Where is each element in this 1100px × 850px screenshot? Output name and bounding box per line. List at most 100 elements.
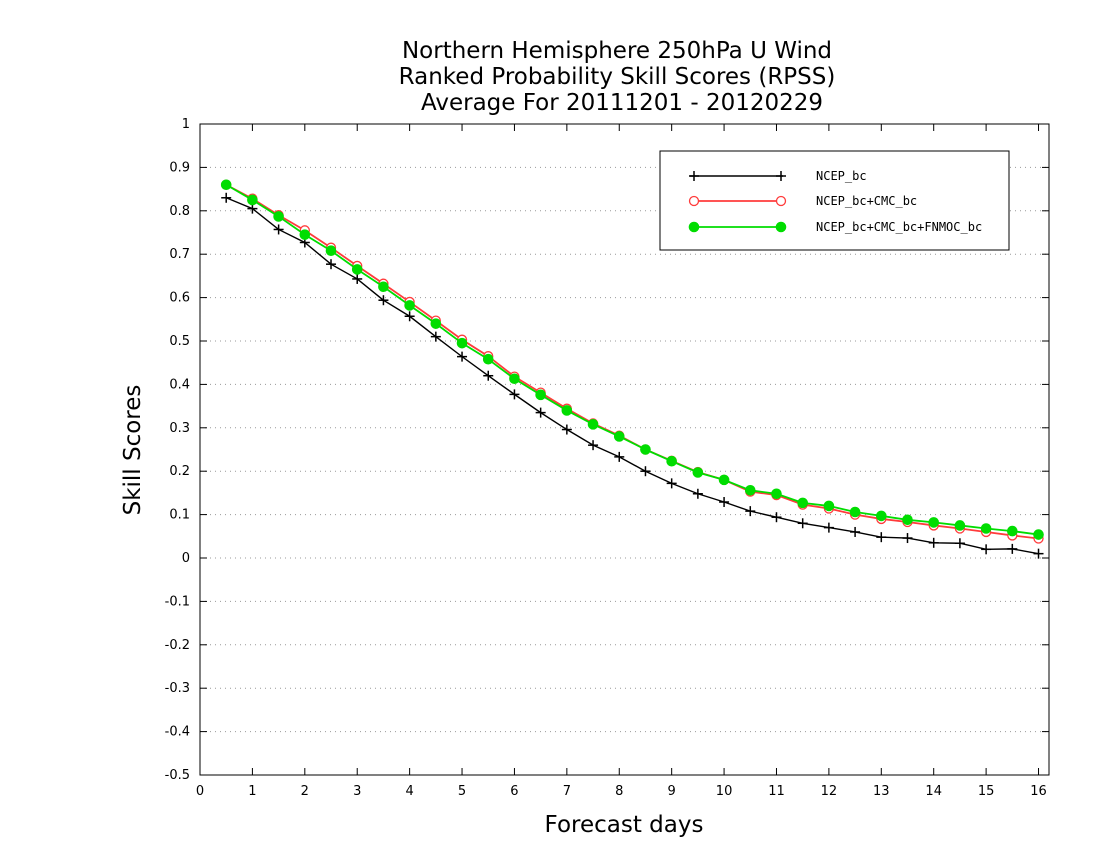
y-tick-label: 0.9 [169,160,190,175]
y-tick-label: 1 [182,117,190,132]
data-point [404,311,415,322]
data-point [797,497,808,509]
y-tick-label: 0.6 [169,291,190,306]
data-point [457,351,468,362]
y-tick-label: -0.3 [165,681,190,696]
data-point [561,405,573,416]
data-point [1007,543,1018,554]
x-tick-label: 12 [821,784,838,799]
data-point [692,488,703,499]
x-tick-label: 7 [563,784,571,799]
x-tick-label: 4 [405,784,413,799]
series-0 [221,192,1044,559]
y-tick-label: 0.5 [169,334,190,349]
data-point [692,467,704,478]
plot-frame [199,123,1050,776]
x-tick-label: 16 [1030,784,1047,799]
data-point [823,500,835,512]
x-tick-label: 13 [873,784,890,799]
data-point [561,424,572,435]
legend-marker-right-0 [776,171,786,181]
data-point [666,455,677,467]
data-point [247,194,258,206]
data-point [1033,548,1044,559]
data-point [980,523,992,534]
x-tick-label: 9 [668,784,676,799]
x-tick-label: 15 [978,784,995,799]
legend-label-2: NCEP_bc+CMC_bc+FNMOC_bc [816,220,982,234]
data-point [404,300,415,311]
data-point [482,353,494,365]
x-tick-label: 14 [925,784,942,799]
data-point [771,488,782,500]
data-point [823,522,834,533]
data-point [352,273,363,284]
series-2 [220,179,1044,540]
data-point [483,370,494,381]
y-tick-label: -0.4 [165,725,190,740]
data-point [430,318,442,329]
data-point [928,537,939,548]
data-point [640,444,651,455]
data-point [221,192,232,203]
y-tick-label: 0.8 [169,204,190,219]
data-point [954,520,966,531]
data-point [378,281,389,293]
data-point [744,484,756,496]
data-point [326,259,337,270]
legend-label-1: NCEP_bc+CMC_bc [816,194,917,208]
data-point [613,431,625,442]
data-point [849,506,861,518]
x-tick-label: 3 [353,784,361,799]
y-tick-label: -0.1 [165,594,190,609]
data-point [902,514,913,526]
chart-title: Northern Hemisphere 250hPa U Wind Ranked… [399,38,836,116]
data-point [771,512,782,523]
axis-ticks: -0.5 -0.4 -0.3 -0.2 -0.1 0 0.1 0.2 0.3 0.4 0.5 0.6 0… [165,117,1049,799]
data-point [273,211,284,222]
data-point [588,440,599,451]
data-point [797,518,808,529]
data-point [587,419,599,430]
y-tick-label: -0.2 [165,638,190,653]
legend: NCEP_bc NCEP_bc+CMC_bc NCEP_bc+CMC_bc+FNMO… [659,150,1010,251]
data-point [535,407,546,418]
data-point [325,245,337,257]
data-point [666,478,677,489]
data-point [509,389,520,400]
x-tick-label: 11 [768,784,785,799]
x-tick-label: 10 [716,784,733,799]
legend-marker-left-2 [688,221,700,233]
data-point [535,389,546,401]
data-point [299,229,311,240]
y-tick-label: 0 [182,551,190,566]
data-point [430,331,441,342]
x-tick-label: 1 [248,784,256,799]
y-tick-label: -0.5 [165,768,190,783]
data-point [614,451,625,462]
data-point [954,538,965,549]
legend-marker-left-1 [688,195,700,207]
title-line-2: Ranked Probability Skill Scores (RPSS) [399,64,836,90]
legend-marker-right-1 [775,195,787,207]
y-tick-label: 0.1 [169,508,190,523]
series-line-0 [225,197,1039,555]
data-point [220,179,232,191]
data-point [745,506,756,517]
data-point [509,373,520,385]
data-point [378,295,389,306]
series-layer [220,179,1044,559]
data-point [902,533,913,544]
data-point [1033,529,1044,540]
x-tick-label: 8 [615,784,623,799]
legend-label-0: NCEP_bc [816,169,867,183]
data-point [273,224,284,235]
y-tick-label: 0.7 [169,247,190,262]
x-tick-label: 5 [458,784,466,799]
x-tick-label: 6 [510,784,518,799]
data-point [456,337,468,349]
data-point [719,497,730,508]
title-line-1: Northern Hemisphere 250hPa U Wind [402,38,832,64]
data-point [351,264,363,275]
